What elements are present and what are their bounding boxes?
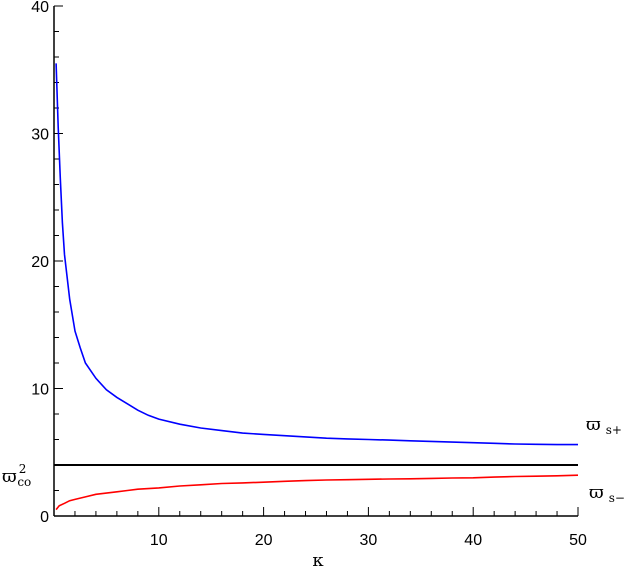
y-tick-label: 40 [31,0,49,16]
series-layer [54,63,579,511]
ticks: 10 20 30 40 50 0 10 20 30 40 [31,0,587,549]
x-tick-label: 30 [360,532,378,549]
x-axis-label: κ [312,550,324,571]
label-subscript: s+ [606,423,622,437]
curve-label-2: ϖ s− [589,482,625,505]
curve-label-1: ϖ s+ [586,414,622,437]
series-line-2 [55,474,579,511]
label-base: ϖ [586,414,601,435]
annotations: ϖ s+ϖ s−ϖ 2 co [2,414,625,505]
axes [53,6,578,517]
x-tick-label: 40 [464,532,482,549]
x-tick-label: 50 [569,532,587,549]
series-line-1 [55,63,578,446]
label-subscript: s− [609,491,625,505]
label-base: ϖ [2,466,17,487]
label-subscript: co [17,475,31,489]
y-tick-label: 20 [31,254,49,271]
y-tick-label: 10 [31,382,49,399]
y-tick-label: 30 [31,127,49,144]
x-tick-label: 10 [150,532,168,549]
y-tick-label: 0 [40,509,49,526]
curve-label-3: ϖ 2 co [2,462,31,489]
label-base: ϖ [589,482,604,503]
x-tick-label: 20 [255,532,273,549]
label-superscript: 2 [19,462,27,476]
